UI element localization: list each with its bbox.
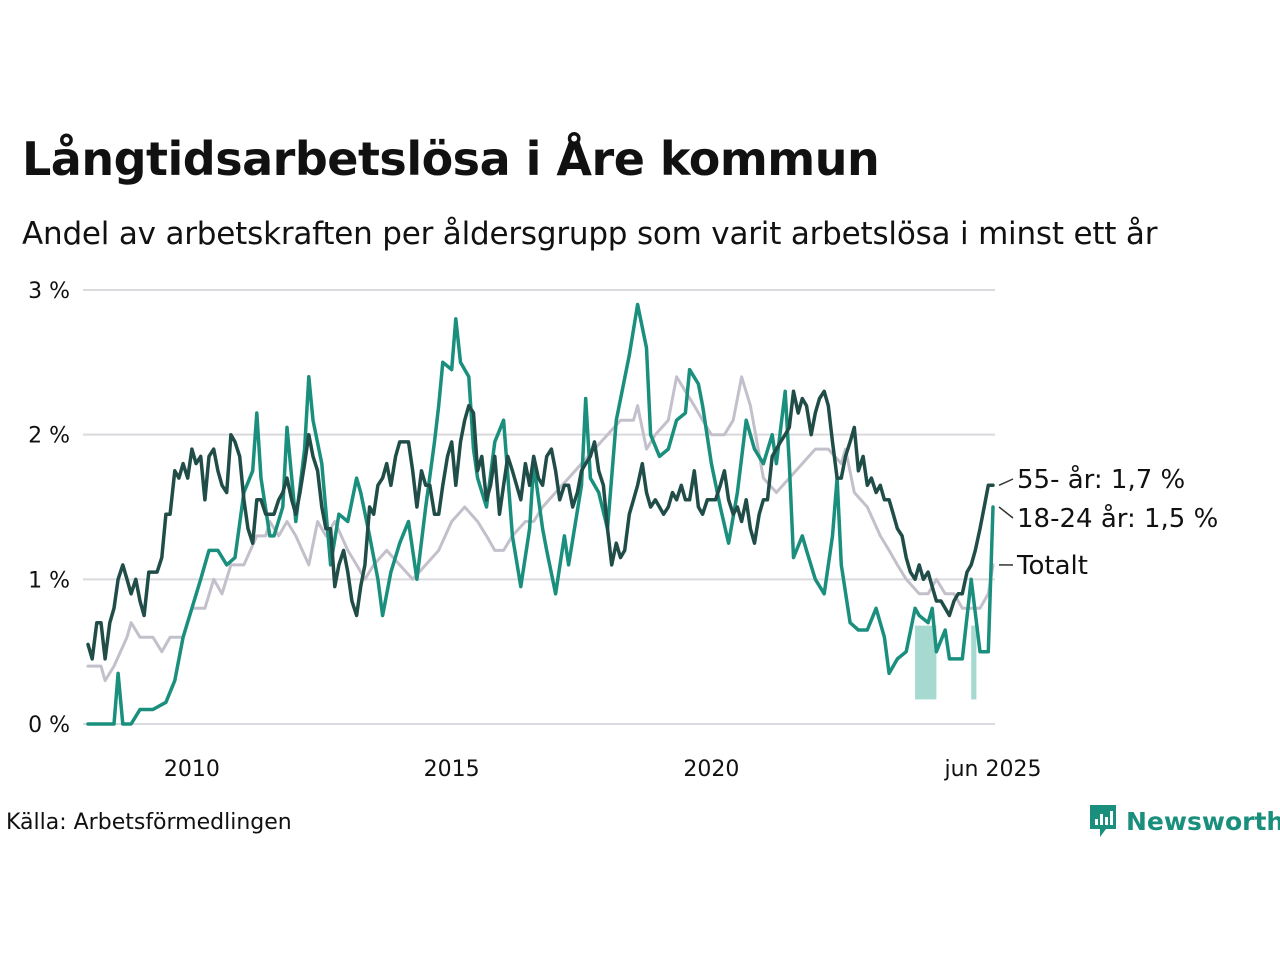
brand-name: Newsworthy	[1126, 806, 1280, 836]
chart-title: Långtidsarbetslösa i Åre kommun	[22, 132, 880, 186]
y-tick-label: 3 %	[28, 279, 70, 304]
source-note: Källa: Arbetsförmedlingen	[6, 810, 292, 835]
newsworthy-logo-icon	[1090, 805, 1116, 837]
end-label-totalt: Totalt	[1016, 551, 1088, 581]
uncertainty-band	[915, 625, 937, 700]
y-tick-label: 1 %	[28, 568, 70, 593]
series-line-55-r	[86, 389, 995, 661]
x-tick-label: jun 2025	[944, 757, 1042, 782]
series-line-totalt	[86, 375, 995, 683]
end-label-leader	[998, 506, 1014, 519]
brand-logo[interactable]: Newsworthy	[1088, 803, 1280, 839]
end-label-leader	[998, 478, 1014, 486]
chart-subtitle: Andel av arbetskraften per åldersgrupp s…	[22, 216, 1158, 252]
y-tick-label: 2 %	[28, 424, 70, 449]
x-tick-label: 2015	[424, 757, 480, 782]
end-label-55-r: 55- år: 1,7 %	[1017, 464, 1185, 495]
end-label-18-24-r: 18-24 år: 1,5 %	[1017, 503, 1218, 534]
y-tick-label: 0 %	[28, 713, 70, 738]
x-tick-label: 2010	[164, 757, 220, 782]
x-tick-label: 2020	[683, 757, 739, 782]
uncertainty-band	[971, 625, 977, 700]
series-line-18-24-r	[86, 302, 995, 726]
